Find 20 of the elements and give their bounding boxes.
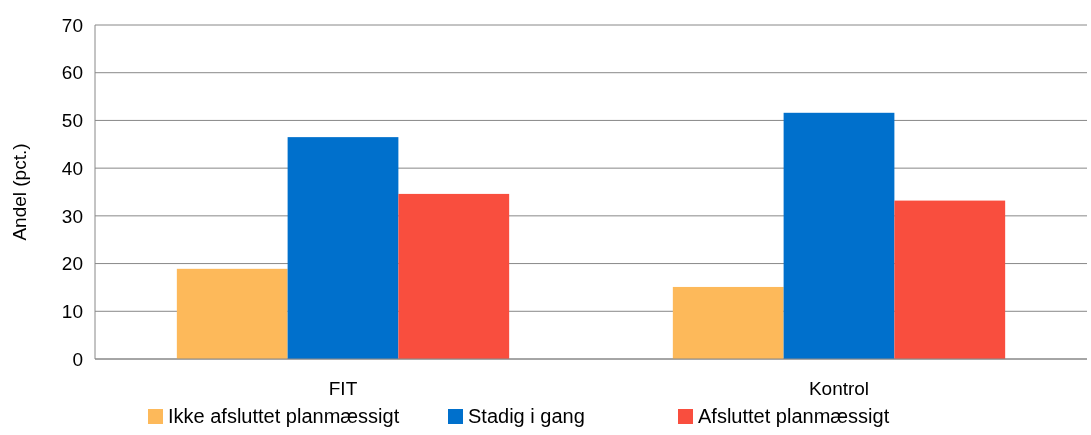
y-tick-label: 10: [61, 300, 83, 322]
y-axis-title: Andel (pct.): [9, 143, 30, 241]
y-tick-label: 40: [61, 157, 83, 179]
legend-label: Ikke afsluttet planmæssigt: [168, 405, 400, 427]
y-tick-label: 20: [61, 253, 83, 275]
bar: [672, 286, 784, 359]
y-tick-label: 0: [72, 348, 83, 370]
x-tick-label: Kontrol: [808, 378, 870, 399]
y-tick-label: 30: [61, 205, 83, 227]
y-tick-label: 50: [61, 110, 83, 132]
y-tick-label: 60: [61, 62, 83, 84]
bar: [894, 200, 1006, 359]
y-tick-label: 70: [61, 14, 83, 36]
legend-label: Afsluttet planmæssigt: [698, 405, 890, 427]
bar: [398, 193, 510, 359]
bar: [783, 112, 895, 359]
bar: [287, 137, 399, 359]
legend-label: Stadig i gang: [468, 405, 585, 427]
x-tick-label: FIT: [328, 378, 358, 399]
bar: [176, 268, 288, 359]
